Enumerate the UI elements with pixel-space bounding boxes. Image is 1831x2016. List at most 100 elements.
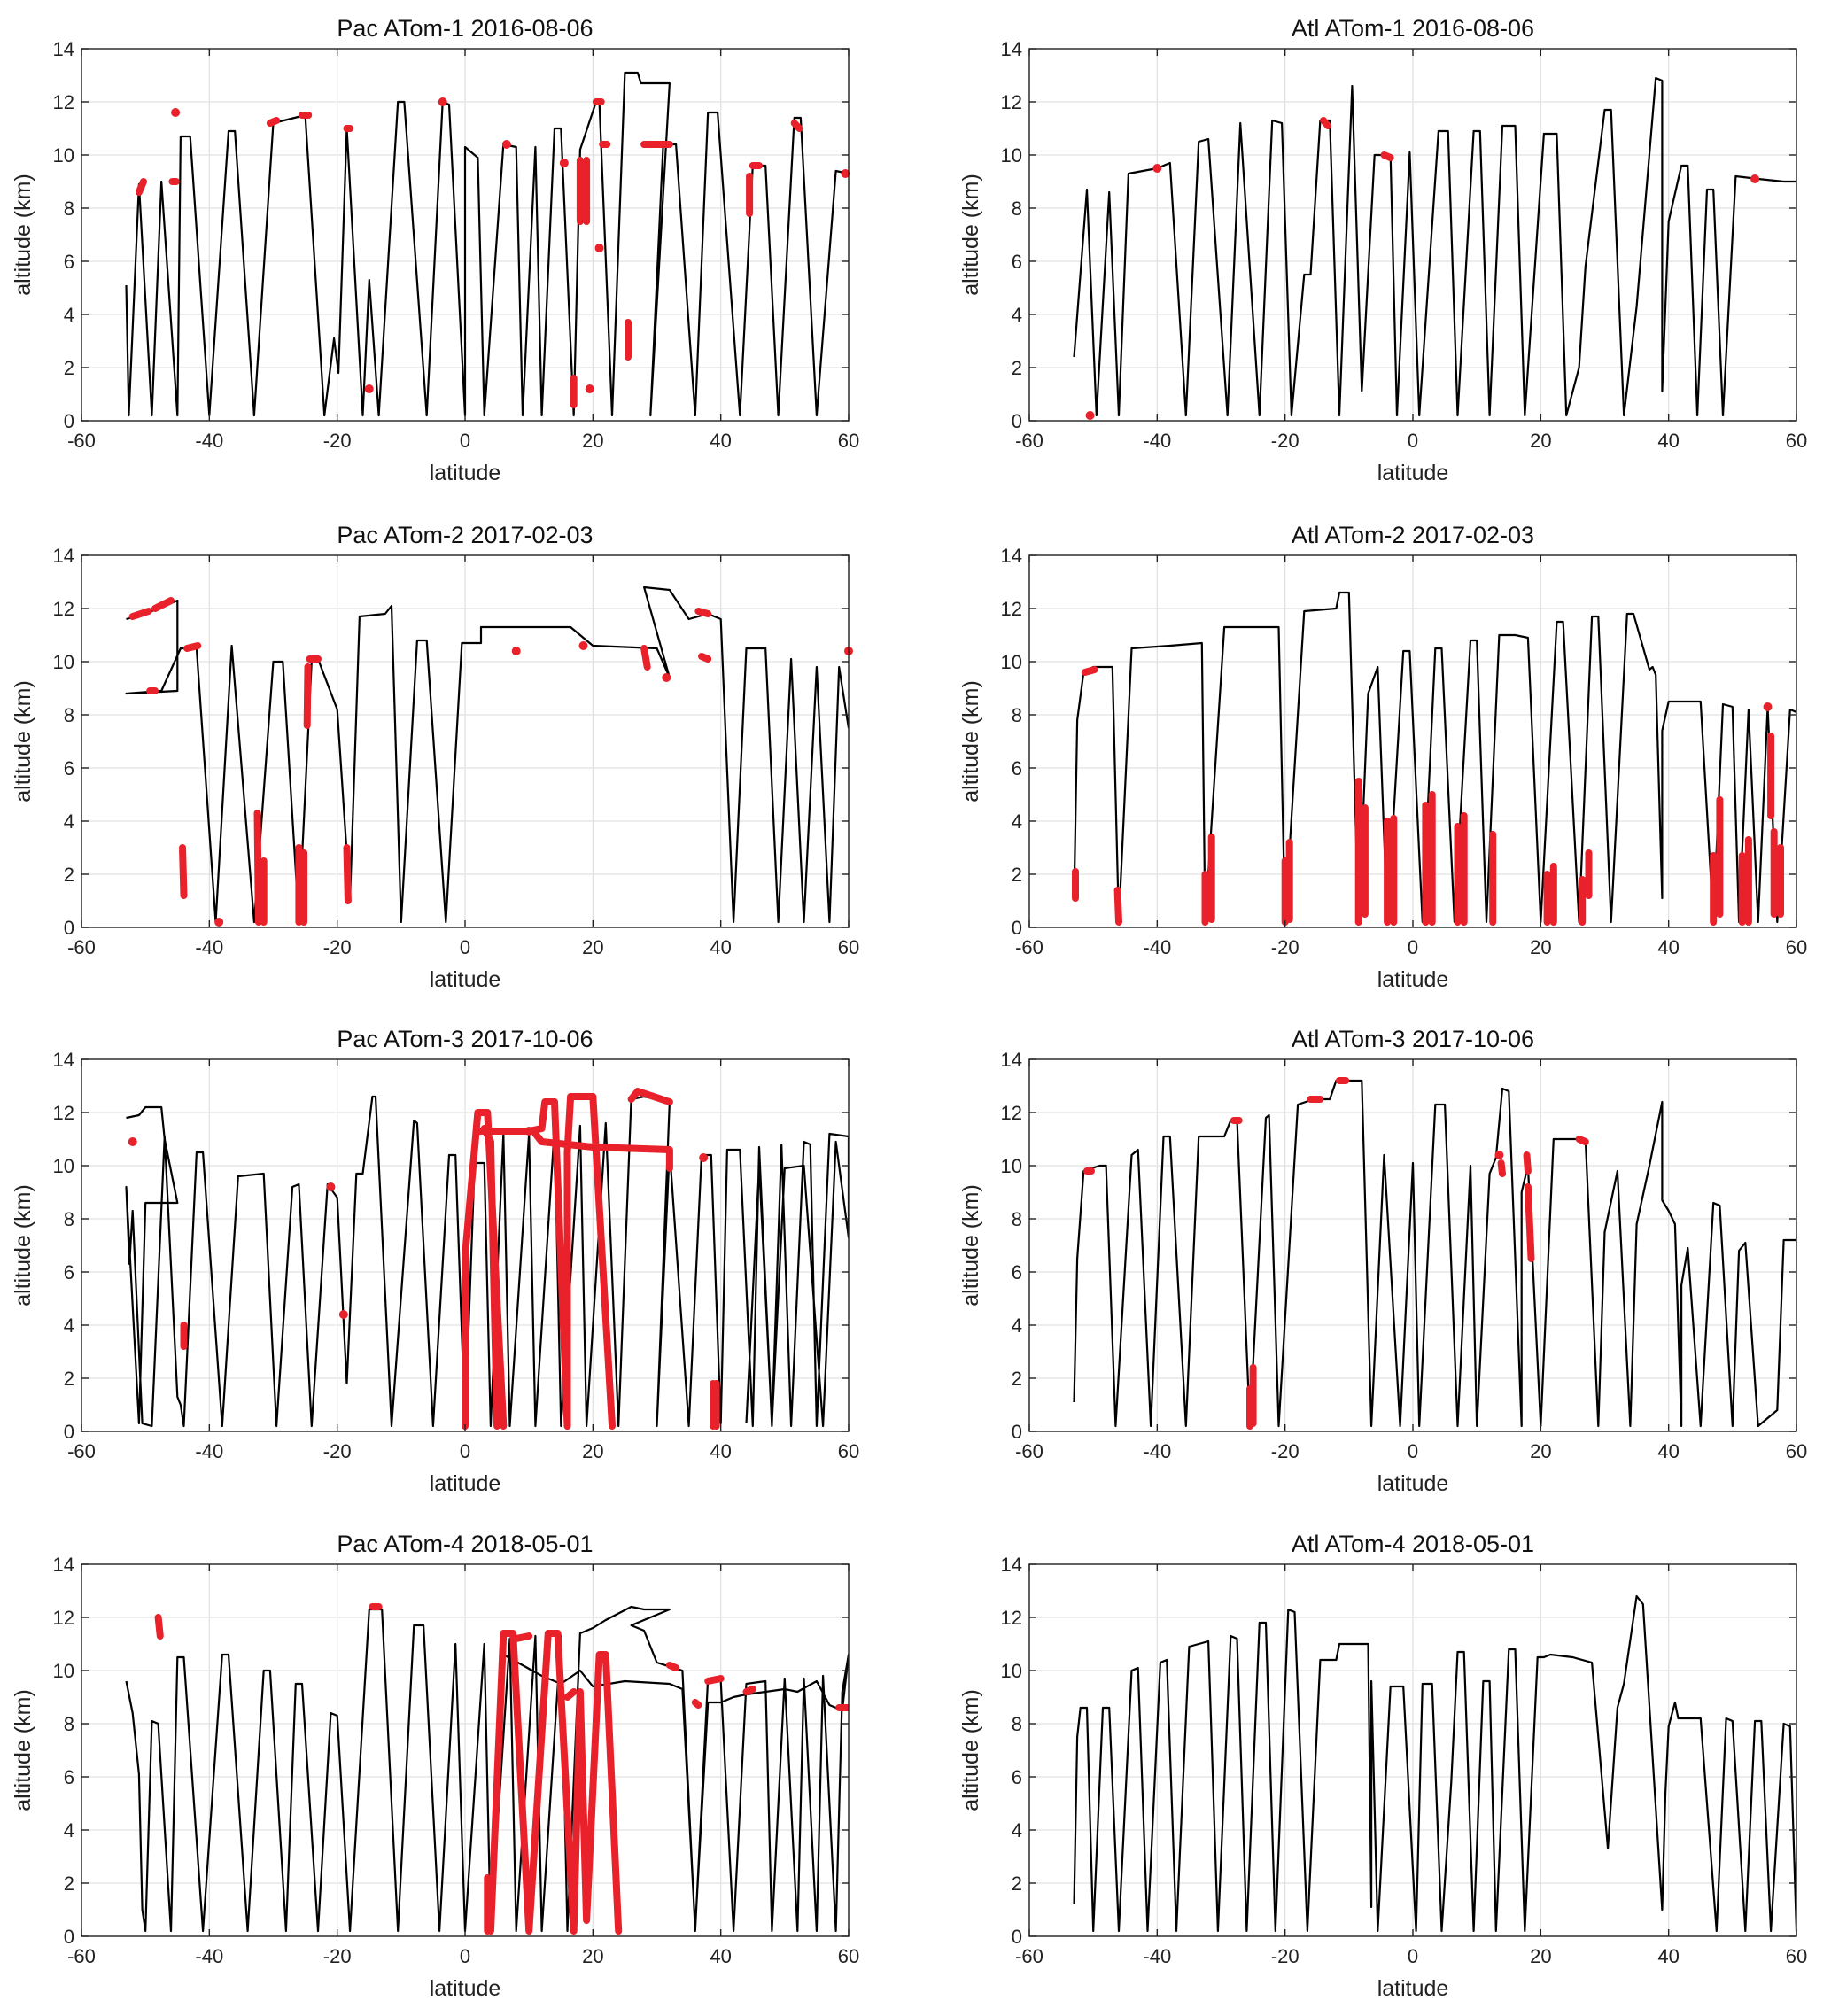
y-tick-label: 0: [1012, 1926, 1022, 1948]
y-axis-label: altitude (km): [11, 174, 35, 296]
highlight-segment: [563, 1688, 578, 1701]
y-tick-label: 14: [53, 38, 74, 60]
highlight-segment: [531, 1130, 673, 1172]
highlight-point: [214, 918, 224, 927]
x-tick-label: 60: [838, 1945, 859, 1967]
x-tick-label: -20: [1271, 430, 1300, 452]
x-axis-label: latitude: [1377, 967, 1449, 992]
y-tick-label: 0: [64, 1926, 74, 1948]
y-tick-label: 0: [1012, 1421, 1022, 1443]
chart-panel-7: -60 -40 -20 0 20 40 60 0 2 4 6 8 10 12 14 Pac ATom-4 20…: [11, 1531, 859, 2001]
y-tick-label: 4: [1012, 810, 1022, 833]
y-tick-label: 8: [1012, 198, 1022, 220]
y-tick-label: 4: [64, 1819, 74, 1842]
y-tick-label: 6: [1012, 1766, 1022, 1788]
highlight-segment: [151, 597, 175, 612]
y-tick-label: 8: [64, 198, 74, 220]
highlight-segment: [665, 1662, 680, 1671]
highlight-segment: [135, 178, 147, 196]
highlight-segment: [704, 1675, 725, 1685]
chart-panel-4: -60 -40 -20 0 20 40 60 0 2 4 6 8 10 12 14 Atl ATom-2 20…: [958, 522, 1807, 992]
x-axis-label: latitude: [430, 967, 501, 992]
y-tick-label: 2: [1012, 1873, 1022, 1895]
y-axis-label: altitude (km): [958, 174, 983, 296]
highlight-segment: [343, 844, 352, 904]
chart-title: Pac ATom-2 2017-02-03: [337, 522, 593, 548]
highlight-point: [1152, 164, 1162, 173]
flight-track-line: [125, 585, 849, 924]
chart-title: Atl ATom-1 2016-08-06: [1292, 15, 1534, 42]
y-tick-label: 14: [1001, 545, 1022, 567]
highlight-point: [511, 647, 521, 655]
highlight-segment: [691, 1699, 702, 1709]
y-axis-label: altitude (km): [11, 1689, 35, 1811]
flight-track-line: [1073, 1079, 1796, 1428]
highlight-segment: [640, 645, 651, 671]
highlight-point: [171, 108, 181, 117]
y-tick-label: 2: [64, 1368, 74, 1390]
x-tick-label: -20: [323, 1440, 352, 1462]
y-tick-label: 14: [53, 545, 74, 567]
flight-track-line: [1073, 76, 1796, 417]
x-tick-label: -20: [323, 936, 352, 958]
x-tick-label: 20: [1530, 936, 1551, 958]
highlight-point: [662, 673, 671, 682]
highlight-segment: [179, 844, 188, 899]
chart-panel-8: -60 -40 -20 0 20 40 60 0 2 4 6 8 10 12 14 Atl ATom-4 20…: [958, 1531, 1807, 2001]
y-tick-label: 4: [1012, 304, 1022, 326]
highlight-point: [524, 1127, 534, 1136]
y-tick-label: 14: [1001, 38, 1022, 60]
y-tick-label: 8: [1012, 704, 1022, 726]
y-tick-label: 10: [1001, 1660, 1022, 1682]
x-tick-label: 20: [582, 936, 603, 958]
y-axis-label: altitude (km): [11, 680, 35, 803]
x-tick-label: -40: [195, 430, 223, 452]
x-tick-label: -40: [195, 1945, 223, 1967]
y-tick-label: 10: [53, 1155, 74, 1177]
y-tick-label: 4: [1012, 1819, 1022, 1842]
x-tick-label: -60: [1015, 430, 1044, 452]
highlight-point: [1750, 174, 1760, 183]
highlight-point: [578, 641, 588, 650]
y-tick-label: 6: [64, 1766, 74, 1788]
flight-track-line: [125, 71, 849, 417]
y-tick-label: 2: [1012, 864, 1022, 886]
chart-panel-2: -60 -40 -20 0 20 40 60 0 2 4 6 8 10 12 14 Atl ATom-1 20…: [958, 15, 1807, 485]
y-tick-label: 6: [1012, 251, 1022, 273]
y-tick-label: 6: [1012, 757, 1022, 779]
y-tick-label: 12: [1001, 91, 1022, 113]
highlight-segment: [790, 120, 803, 132]
y-tick-label: 12: [1001, 1102, 1022, 1124]
chart-panel-3: -60 -40 -20 0 20 40 60 0 2 4 6 8 10 12 14 Pac ATom-2 20…: [11, 522, 859, 992]
highlight-segment: [1320, 117, 1331, 129]
x-tick-label: 60: [1786, 1945, 1807, 1967]
y-tick-label: 10: [1001, 1155, 1022, 1177]
y-tick-label: 8: [64, 704, 74, 726]
x-tick-label: -40: [195, 1440, 223, 1462]
x-tick-label: -20: [1271, 1945, 1300, 1967]
highlight-segment: [698, 653, 712, 663]
y-tick-label: 8: [1012, 1713, 1022, 1735]
y-tick-label: 4: [64, 810, 74, 833]
y-tick-label: 6: [64, 1261, 74, 1283]
x-tick-label: 60: [1786, 1440, 1807, 1462]
x-tick-label: 0: [1408, 1945, 1418, 1967]
x-tick-label: 20: [1530, 1945, 1551, 1967]
x-tick-label: -40: [195, 936, 223, 958]
flight-track-line: [1073, 1594, 1796, 1933]
highlight-segment: [694, 608, 712, 617]
y-tick-label: 8: [1012, 1208, 1022, 1230]
chart-title: Pac ATom-1 2016-08-06: [337, 15, 593, 42]
highlight-point: [338, 1310, 348, 1319]
x-tick-label: 40: [1657, 430, 1679, 452]
y-tick-label: 6: [1012, 1261, 1022, 1283]
flight-track-line: [1073, 591, 1796, 924]
x-tick-label: 60: [838, 936, 859, 958]
x-tick-label: 0: [460, 1440, 470, 1462]
highlight-point: [699, 1153, 709, 1162]
highlight-segment: [1081, 666, 1098, 676]
x-axis-label: latitude: [1377, 1976, 1449, 2001]
x-tick-label: -60: [67, 936, 96, 958]
highlight-segment: [480, 1125, 501, 1430]
